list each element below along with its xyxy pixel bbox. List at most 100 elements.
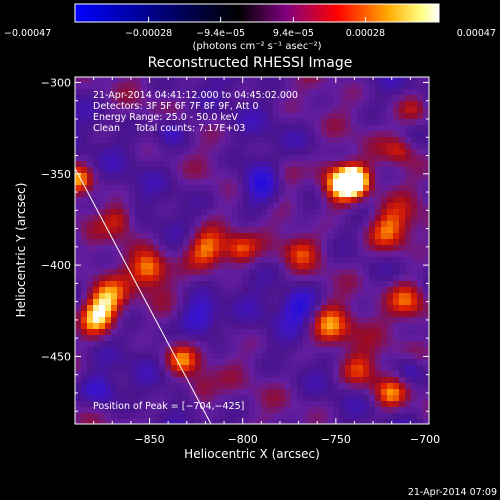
heatmap-cell <box>321 83 327 89</box>
heatmap-cell <box>159 191 165 197</box>
heatmap-cell <box>141 251 147 257</box>
heatmap-cell <box>321 161 327 167</box>
heatmap-cell <box>363 203 369 209</box>
heatmap-cell <box>423 239 429 245</box>
heatmap-cell <box>123 353 129 359</box>
heatmap-cell <box>117 197 123 203</box>
heatmap-cell <box>243 383 249 389</box>
heatmap-cell <box>303 209 309 215</box>
heatmap-cell <box>291 215 297 221</box>
heatmap-cell <box>105 281 111 287</box>
heatmap-cell <box>309 161 315 167</box>
heatmap-cell <box>129 113 135 119</box>
heatmap-cell <box>81 335 87 341</box>
heatmap-cell <box>99 323 105 329</box>
heatmap-cell <box>159 335 165 341</box>
heatmap-cell <box>141 227 147 233</box>
heatmap-cell <box>129 251 135 257</box>
heatmap-cell <box>231 101 237 107</box>
heatmap-cell <box>339 197 345 203</box>
heatmap-cell <box>147 221 153 227</box>
heatmap-cell <box>369 179 375 185</box>
heatmap-cell <box>99 293 105 299</box>
heatmap-cell <box>153 95 159 101</box>
heatmap-cell <box>189 395 195 401</box>
heatmap-cell <box>417 353 423 359</box>
heatmap-cell <box>249 251 255 257</box>
heatmap-cell <box>351 287 357 293</box>
heatmap-cell <box>249 419 255 424</box>
heatmap-cell <box>105 179 111 185</box>
heatmap-cell <box>261 245 267 251</box>
heatmap-cell <box>189 317 195 323</box>
heatmap-cell <box>225 347 231 353</box>
heatmap-cell <box>279 155 285 161</box>
heatmap-cell <box>387 257 393 263</box>
heatmap-cell <box>405 125 411 131</box>
heatmap-cell <box>135 419 141 424</box>
heatmap-cell <box>123 101 129 107</box>
heatmap-cell <box>135 89 141 95</box>
heatmap-cell <box>291 155 297 161</box>
heatmap-cell <box>321 413 327 419</box>
heatmap-cell <box>279 173 285 179</box>
heatmap-cell <box>165 377 171 383</box>
heatmap-cell <box>165 89 171 95</box>
heatmap-cell <box>351 143 357 149</box>
heatmap-cell <box>177 389 183 395</box>
heatmap-cell <box>423 233 429 239</box>
heatmap-cell <box>123 113 129 119</box>
heatmap-cell <box>75 329 81 335</box>
heatmap-cell <box>375 179 381 185</box>
heatmap-cell <box>171 413 177 419</box>
heatmap-cell <box>333 89 339 95</box>
heatmap-cell <box>147 329 153 335</box>
heatmap-cell <box>357 107 363 113</box>
heatmap-cell <box>273 209 279 215</box>
heatmap-cell <box>159 101 165 107</box>
heatmap-cell <box>249 269 255 275</box>
heatmap-cell <box>207 275 213 281</box>
heatmap-cell <box>393 275 399 281</box>
heatmap-cell <box>219 293 225 299</box>
heatmap-cell <box>93 209 99 215</box>
heatmap-cell <box>309 125 315 131</box>
heatmap-cell <box>345 89 351 95</box>
heatmap-cell <box>249 125 255 131</box>
heatmap-cell <box>111 173 117 179</box>
heatmap-cell <box>87 119 93 125</box>
heatmap-cell <box>237 239 243 245</box>
heatmap-cell <box>99 233 105 239</box>
heatmap-cell <box>423 293 429 299</box>
heatmap-cell <box>309 299 315 305</box>
heatmap-cell <box>285 257 291 263</box>
heatmap-cell <box>417 347 423 353</box>
heatmap-cell <box>309 311 315 317</box>
heatmap-cell <box>213 305 219 311</box>
heatmap-cell <box>315 311 321 317</box>
heatmap-cell <box>123 209 129 215</box>
heatmap-cell <box>321 311 327 317</box>
heatmap-cell <box>405 353 411 359</box>
heatmap-cell <box>315 89 321 95</box>
heatmap-cell <box>345 299 351 305</box>
heatmap-cell <box>345 113 351 119</box>
heatmap-cell <box>189 173 195 179</box>
heatmap-cell <box>129 299 135 305</box>
heatmap-cell <box>243 269 249 275</box>
heatmap-cell <box>195 269 201 275</box>
heatmap-cell <box>255 131 261 137</box>
heatmap-cell <box>303 281 309 287</box>
heatmap-cell <box>333 413 339 419</box>
heatmap-cell <box>423 83 429 89</box>
heatmap-cell <box>243 215 249 221</box>
heatmap-cell <box>273 407 279 413</box>
heatmap-cell <box>105 197 111 203</box>
heatmap-cell <box>351 305 357 311</box>
heatmap-cell <box>93 191 99 197</box>
heatmap-cell <box>153 377 159 383</box>
heatmap-cell <box>225 197 231 203</box>
heatmap-cell <box>273 119 279 125</box>
heatmap-cell <box>135 137 141 143</box>
heatmap-cell <box>417 311 423 317</box>
